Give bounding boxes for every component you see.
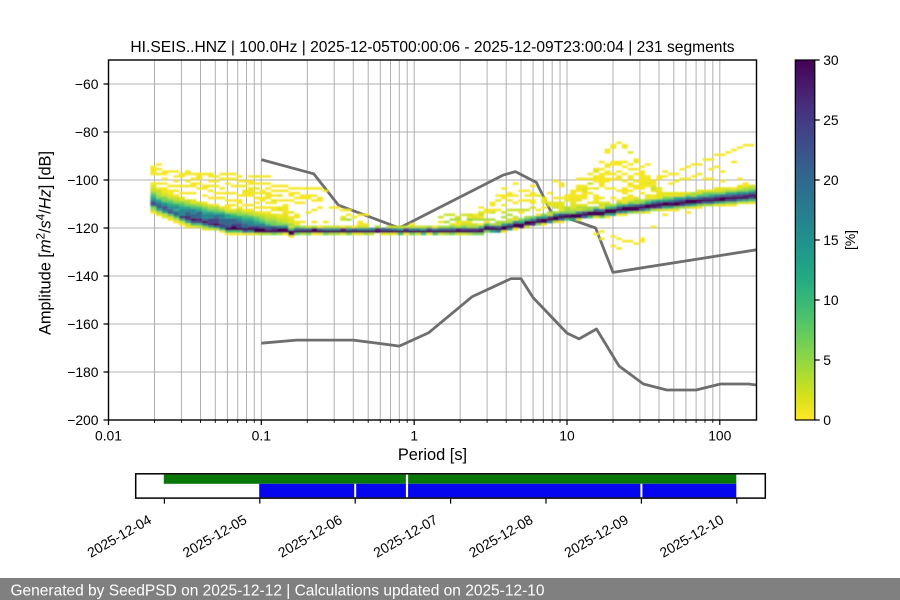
svg-text:−60: −60 [75,76,99,92]
svg-text:−100: −100 [67,172,99,188]
svg-text:100: 100 [708,428,731,444]
svg-text:−160: −160 [67,316,99,332]
svg-text:−200: −200 [67,412,99,428]
svg-text:[%]: [%] [842,230,858,250]
svg-text:Period [s]: Period [s] [398,446,467,464]
svg-text:−80: −80 [75,124,99,140]
svg-text:10: 10 [823,292,839,308]
svg-text:5: 5 [823,352,831,368]
svg-text:1: 1 [410,428,418,444]
svg-text:0.1: 0.1 [252,428,272,444]
svg-text:−180: −180 [67,364,99,380]
svg-text:HI.SEIS..HNZ | 100.0Hz | 2025-: HI.SEIS..HNZ | 100.0Hz | 2025-12-05T00:0… [130,39,734,56]
svg-text:−140: −140 [67,268,99,284]
svg-text:0.01: 0.01 [95,428,122,444]
svg-text:Amplitude [m2/s4/Hz] [dB]: Amplitude [m2/s4/Hz] [dB] [36,151,55,335]
svg-text:20: 20 [823,172,839,188]
svg-text:10: 10 [559,428,575,444]
svg-text:Generated by SeedPSD on 2025-1: Generated by SeedPSD on 2025-12-12 | Cal… [11,583,545,600]
svg-text:−120: −120 [67,220,99,236]
svg-text:30: 30 [823,52,839,68]
svg-text:15: 15 [823,232,839,248]
svg-text:25: 25 [823,112,839,128]
svg-text:0: 0 [823,412,831,428]
